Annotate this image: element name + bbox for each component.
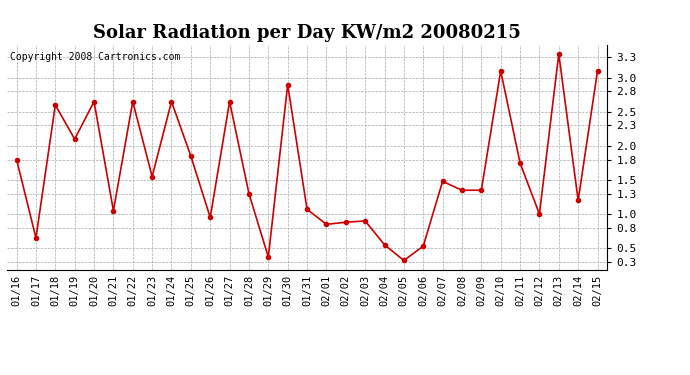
Text: Copyright 2008 Cartronics.com: Copyright 2008 Cartronics.com	[10, 52, 180, 62]
Title: Solar Radiation per Day KW/m2 20080215: Solar Radiation per Day KW/m2 20080215	[93, 24, 521, 42]
